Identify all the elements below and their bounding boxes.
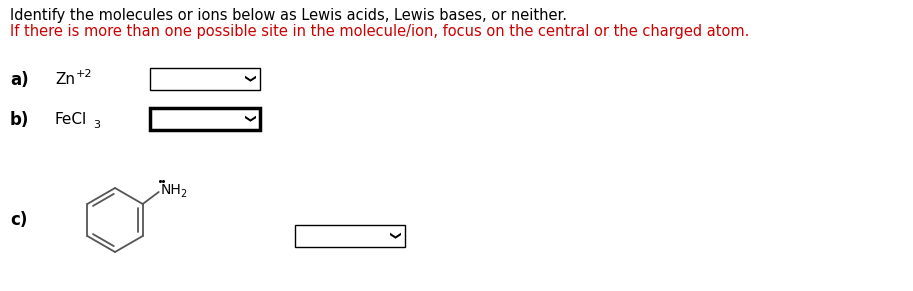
Text: Zn: Zn <box>55 72 75 88</box>
Text: a): a) <box>10 71 28 89</box>
Text: 2: 2 <box>181 189 187 199</box>
Text: ❯: ❯ <box>243 114 254 124</box>
Text: ❯: ❯ <box>243 74 254 84</box>
Text: Identify the molecules or ions below as Lewis acids, Lewis bases, or neither.: Identify the molecules or ions below as … <box>10 8 567 23</box>
Text: ❯: ❯ <box>387 231 398 241</box>
Text: b): b) <box>10 111 29 129</box>
Text: If there is more than one possible site in the molecule/ion, focus on the centra: If there is more than one possible site … <box>10 24 750 39</box>
Text: c): c) <box>10 211 27 229</box>
Text: 3: 3 <box>93 120 100 130</box>
Bar <box>295 225 405 247</box>
Text: NH: NH <box>161 183 182 197</box>
Bar <box>150 68 260 90</box>
Text: FeCl: FeCl <box>55 113 88 127</box>
Bar <box>150 108 260 130</box>
Text: +2: +2 <box>76 69 92 79</box>
